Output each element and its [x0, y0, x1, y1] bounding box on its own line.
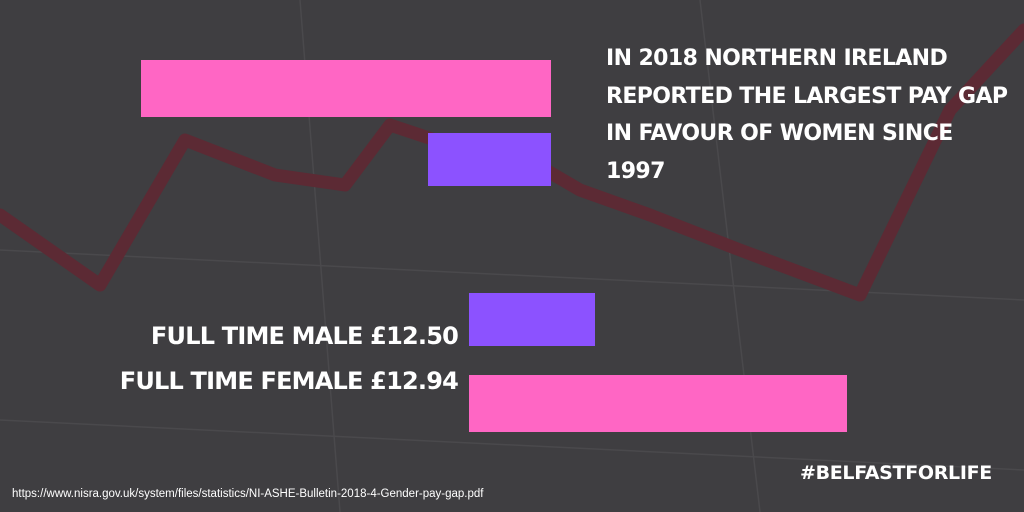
male-pay-label: FULL TIME MALE £12.50	[150, 322, 459, 350]
top-bar-purple	[428, 133, 551, 186]
male-pay-bar	[469, 293, 595, 346]
female-pay-bar	[469, 375, 847, 432]
bg-grid-line	[0, 419, 1024, 471]
female-pay-label: FULL TIME FEMALE £12.94	[119, 367, 459, 395]
source-url: https://www.nisra.gov.uk/system/files/st…	[12, 488, 484, 500]
top-bar-pink	[141, 60, 551, 117]
headline: IN 2018 NORTHERN IRELAND REPORTED THE LA…	[606, 46, 1008, 184]
hashtag: #BELFASTFORLIFE	[799, 462, 992, 484]
